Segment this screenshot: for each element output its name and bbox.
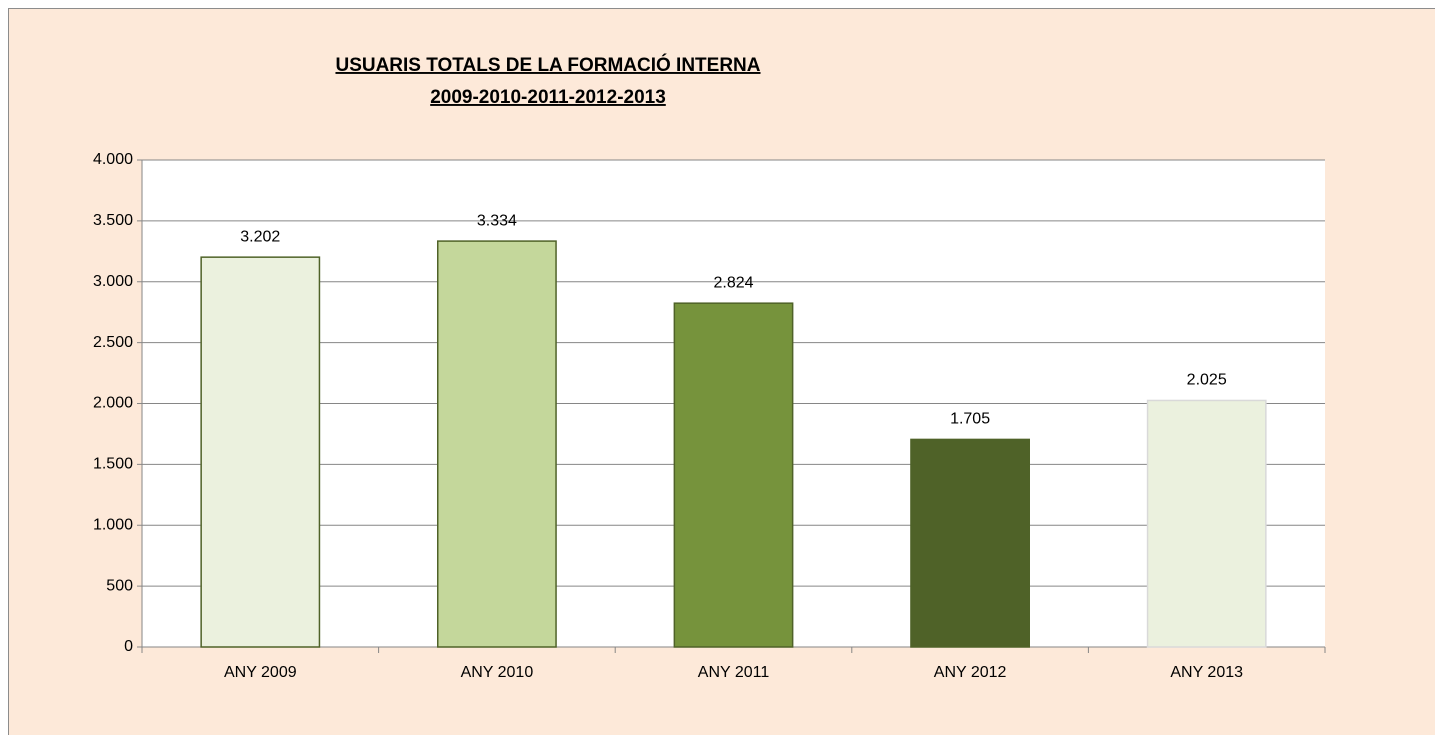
data-label: 3.202 (240, 228, 280, 245)
chart-title: USUARIS TOTALS DE LA FORMACIÓ INTERNA (335, 54, 760, 76)
x-tick-label: ANY 2012 (934, 664, 1007, 681)
bar (1146, 399, 1267, 648)
y-tick-label: 2.500 (93, 334, 133, 351)
chart-subtitle: 2009-2010-2011-2012-2013 (430, 87, 666, 108)
y-tick-label: 1.500 (93, 456, 133, 473)
y-tick-label: 4.000 (93, 151, 133, 168)
data-label: 3.334 (477, 212, 517, 229)
y-tick-label: 3.500 (93, 212, 133, 229)
y-tick-label: 3.000 (93, 273, 133, 290)
y-tick-label: 500 (106, 577, 133, 594)
x-tick-label: ANY 2009 (224, 664, 297, 681)
bar (673, 302, 794, 648)
bar (200, 256, 321, 648)
data-label: 2.025 (1187, 372, 1227, 389)
y-tick-label: 0 (124, 638, 133, 655)
bar (910, 438, 1031, 648)
data-label: 1.705 (950, 411, 990, 428)
x-tick-label: ANY 2013 (1170, 664, 1243, 681)
y-tick-label: 1.000 (93, 516, 133, 533)
data-label: 2.824 (713, 274, 753, 291)
x-tick-label: ANY 2011 (698, 664, 770, 681)
x-tick-label: ANY 2010 (461, 664, 534, 681)
bar (437, 240, 557, 648)
y-tick-label: 2.000 (93, 395, 133, 412)
